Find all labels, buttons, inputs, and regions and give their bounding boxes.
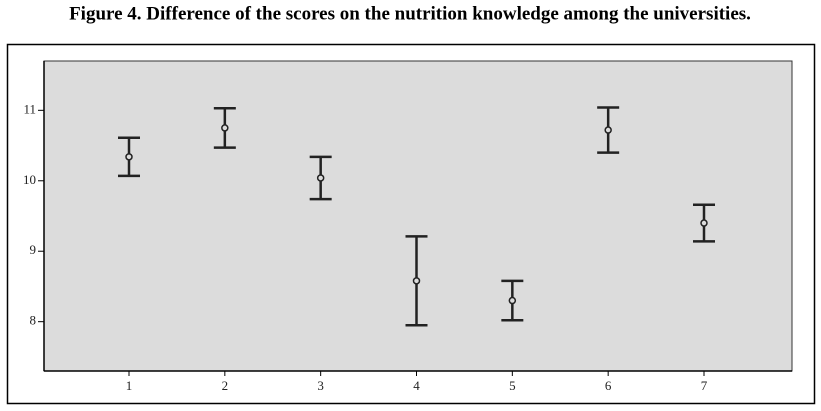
plot-area bbox=[43, 60, 793, 372]
mean-marker bbox=[700, 219, 708, 227]
mean-marker bbox=[221, 124, 229, 132]
x-tick-label: 3 bbox=[317, 378, 324, 393]
chart-title: Figure 4. Difference of the scores on th… bbox=[69, 3, 751, 24]
x-tick-label: 5 bbox=[509, 378, 516, 393]
mean-marker bbox=[508, 296, 517, 305]
y-tick-label: 9 bbox=[30, 242, 37, 257]
mean-marker bbox=[604, 126, 612, 134]
mean-marker bbox=[316, 174, 325, 182]
y-tick-label: 11 bbox=[23, 101, 36, 116]
x-tick-label: 1 bbox=[126, 378, 133, 393]
mean-marker bbox=[125, 153, 133, 161]
x-tick-label: 6 bbox=[605, 378, 612, 393]
x-tick-label: 2 bbox=[222, 378, 229, 393]
mean-marker bbox=[412, 277, 421, 285]
y-tick-label: 8 bbox=[30, 313, 37, 328]
x-tick-label: 4 bbox=[413, 378, 420, 393]
x-tick-label: 7 bbox=[701, 378, 708, 393]
y-tick-label: 10 bbox=[23, 172, 36, 187]
